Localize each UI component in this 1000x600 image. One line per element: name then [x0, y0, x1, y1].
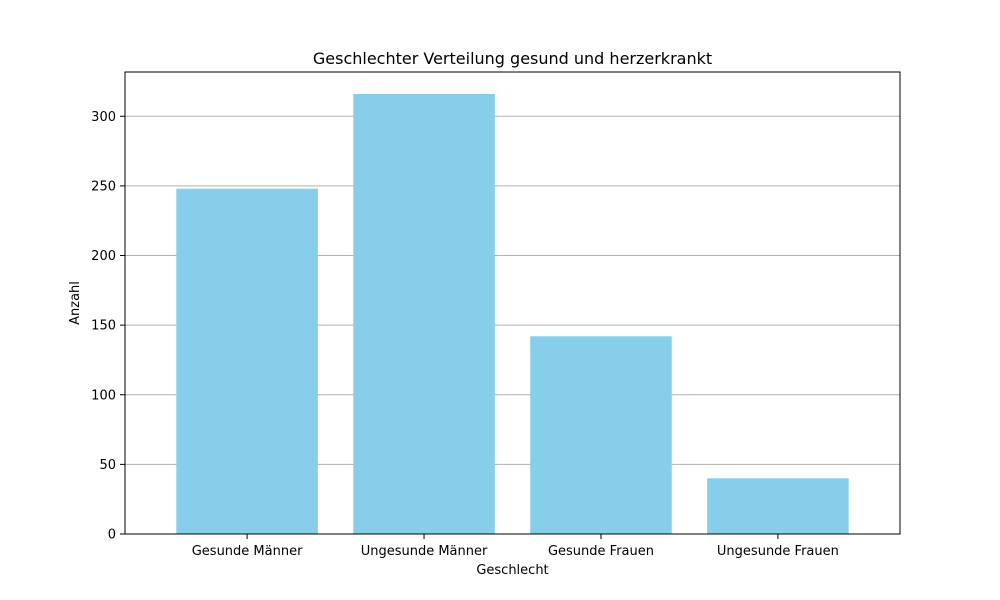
y-tick-label: 250 — [91, 179, 116, 194]
bar — [176, 188, 318, 535]
x-tick-label: Ungesunde Männer — [361, 544, 488, 559]
y-tick-label: 50 — [99, 458, 116, 473]
chart-title: Geschlechter Verteilung gesund und herze… — [313, 49, 712, 68]
x-tick-label: Gesunde Frauen — [548, 544, 654, 559]
y-tick-label: 150 — [91, 319, 116, 334]
x-tick-label: Gesunde Männer — [192, 544, 303, 559]
y-axis-label: Anzahl — [68, 281, 83, 325]
x-axis-label: Geschlecht — [476, 563, 548, 578]
bar — [707, 478, 849, 534]
bars — [176, 94, 849, 535]
y-tick-label: 100 — [91, 388, 116, 403]
bar — [530, 336, 672, 534]
x-axis: Gesunde Männer Ungesunde Männer Gesunde Fr… — [192, 534, 839, 559]
y-tick-label: 200 — [91, 249, 116, 264]
bar — [353, 94, 495, 534]
plot-frame — [124, 71, 901, 535]
y-axis: 0 50 100 150 200 250 300 — [91, 110, 125, 543]
y-tick-label: 0 — [108, 528, 116, 543]
x-tick-label: Ungesunde Frauen — [717, 544, 839, 559]
y-tick-label: 300 — [91, 110, 116, 125]
